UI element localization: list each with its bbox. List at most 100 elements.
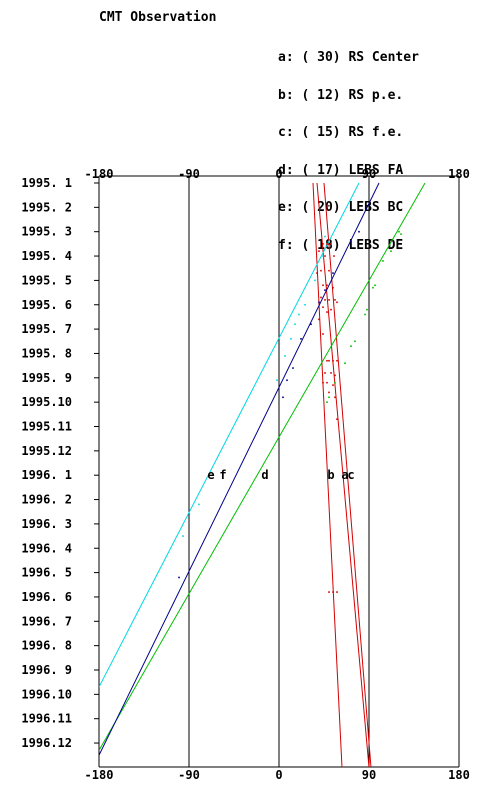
data-point-blue <box>318 301 320 304</box>
y-tick-label: 1996. 7 <box>21 614 72 628</box>
data-point-blue <box>324 289 326 291</box>
data-point-red <box>332 591 334 593</box>
x-tick-label-top: 180 <box>448 167 470 181</box>
data-point-red <box>336 301 338 304</box>
y-tick-label: 1996. 5 <box>21 566 72 580</box>
data-point-red <box>320 269 322 272</box>
series-label-f: f <box>219 468 226 482</box>
data-point-red <box>322 284 324 287</box>
series-label-b: b <box>327 468 334 482</box>
series-label-d: d <box>261 468 268 482</box>
data-point-green <box>334 381 336 384</box>
x-tick-label-bottom: 90 <box>362 768 376 782</box>
x-tick-label-top: -90 <box>178 167 200 181</box>
y-tick-label: 1996. 9 <box>21 663 72 677</box>
data-point-blue <box>310 323 312 326</box>
data-point-red <box>328 269 330 272</box>
data-point-cyan <box>284 355 286 357</box>
y-tick-label: 1996.12 <box>21 736 72 750</box>
data-point-cyan <box>314 279 316 282</box>
data-point-red <box>332 384 334 386</box>
data-point-red <box>328 359 330 362</box>
series-line-d <box>99 182 426 751</box>
series-line-e <box>99 182 360 688</box>
x-tick-label-top: 0 <box>275 167 282 181</box>
y-tick-label: 1995.11 <box>21 420 72 434</box>
data-point-red <box>324 255 326 257</box>
data-point-red <box>334 299 336 301</box>
data-point-red <box>316 272 318 274</box>
series-label-e: e <box>207 468 214 482</box>
data-point-blue <box>292 367 294 369</box>
y-tick-label: 1996.10 <box>21 687 72 701</box>
data-point-red <box>326 381 328 384</box>
data-point-green <box>326 401 328 403</box>
data-point-red <box>330 372 332 374</box>
data-point-red <box>324 372 326 374</box>
x-tick-label-top: 90 <box>362 167 376 181</box>
data-point-red <box>322 381 324 384</box>
x-tick-label-bottom: 180 <box>448 768 470 782</box>
y-tick-label: 1996. 1 <box>21 468 72 482</box>
series-line-a <box>312 182 343 767</box>
data-point-green <box>350 345 352 347</box>
data-point-red <box>336 591 338 593</box>
data-point-cyan <box>182 535 184 537</box>
data-point-green <box>390 250 392 252</box>
data-point-red <box>326 243 328 245</box>
data-point-blue <box>178 576 180 579</box>
y-tick-label: 1995. 6 <box>21 298 72 312</box>
data-point-blue <box>286 379 288 382</box>
data-point-red <box>336 418 338 420</box>
legend-item: d: ( 17) LEBS FA <box>278 162 404 178</box>
data-point-red <box>334 396 336 399</box>
data-point-red <box>318 250 320 252</box>
y-tick-label: 1996. 2 <box>21 493 72 507</box>
y-tick-label: 1995. 3 <box>21 225 72 239</box>
y-tick-label: 1995. 5 <box>21 273 72 287</box>
y-tick-label: 1996.11 <box>21 712 72 726</box>
y-tick-label: 1995.12 <box>21 444 72 458</box>
data-point-green <box>364 313 366 316</box>
data-point-cyan <box>198 503 200 506</box>
data-point-green <box>382 260 384 262</box>
data-point-red <box>328 591 330 593</box>
legend-item: a: ( 30) RS Center <box>278 50 419 65</box>
data-point-red <box>328 391 330 394</box>
legend-item: c: ( 15) RS f.e. <box>278 125 404 140</box>
y-tick-label: 1995. 9 <box>21 371 72 385</box>
y-tick-label: 1996. 4 <box>21 541 72 555</box>
data-point-cyan <box>304 303 306 306</box>
data-point-green <box>366 308 368 311</box>
data-point-blue <box>300 338 302 340</box>
data-point-cyan <box>276 379 278 382</box>
y-tick-label: 1995. 2 <box>21 200 72 214</box>
legend-item: e: ( 20) LEBS BC <box>278 200 404 215</box>
y-tick-label: 1995. 1 <box>21 176 72 190</box>
data-point-cyan <box>324 235 326 238</box>
x-tick-label-bottom: -90 <box>178 768 200 782</box>
y-tick-label: 1995. 8 <box>21 346 72 360</box>
data-point-red <box>332 286 334 289</box>
data-point-green <box>328 396 330 399</box>
data-point-green <box>374 284 376 287</box>
x-tick-label-bottom: 0 <box>275 768 282 782</box>
data-point-red <box>322 243 324 245</box>
data-point-red <box>324 299 326 301</box>
data-point-red <box>326 311 328 313</box>
data-point-green <box>372 286 374 289</box>
data-point-blue <box>332 272 334 274</box>
data-point-green <box>354 340 356 343</box>
data-point-red <box>326 284 328 287</box>
page-title: CMT Observation <box>99 10 217 25</box>
series-line-f <box>99 182 380 756</box>
data-point-red <box>330 308 332 311</box>
data-point-red <box>334 374 336 377</box>
data-point-red <box>332 359 334 362</box>
y-tick-label: 1996. 8 <box>21 639 72 653</box>
data-point-cyan <box>290 338 292 340</box>
data-point-red <box>336 359 338 362</box>
y-tick-label: 1995. 7 <box>21 322 72 336</box>
x-tick-label-top: -180 <box>85 167 114 181</box>
